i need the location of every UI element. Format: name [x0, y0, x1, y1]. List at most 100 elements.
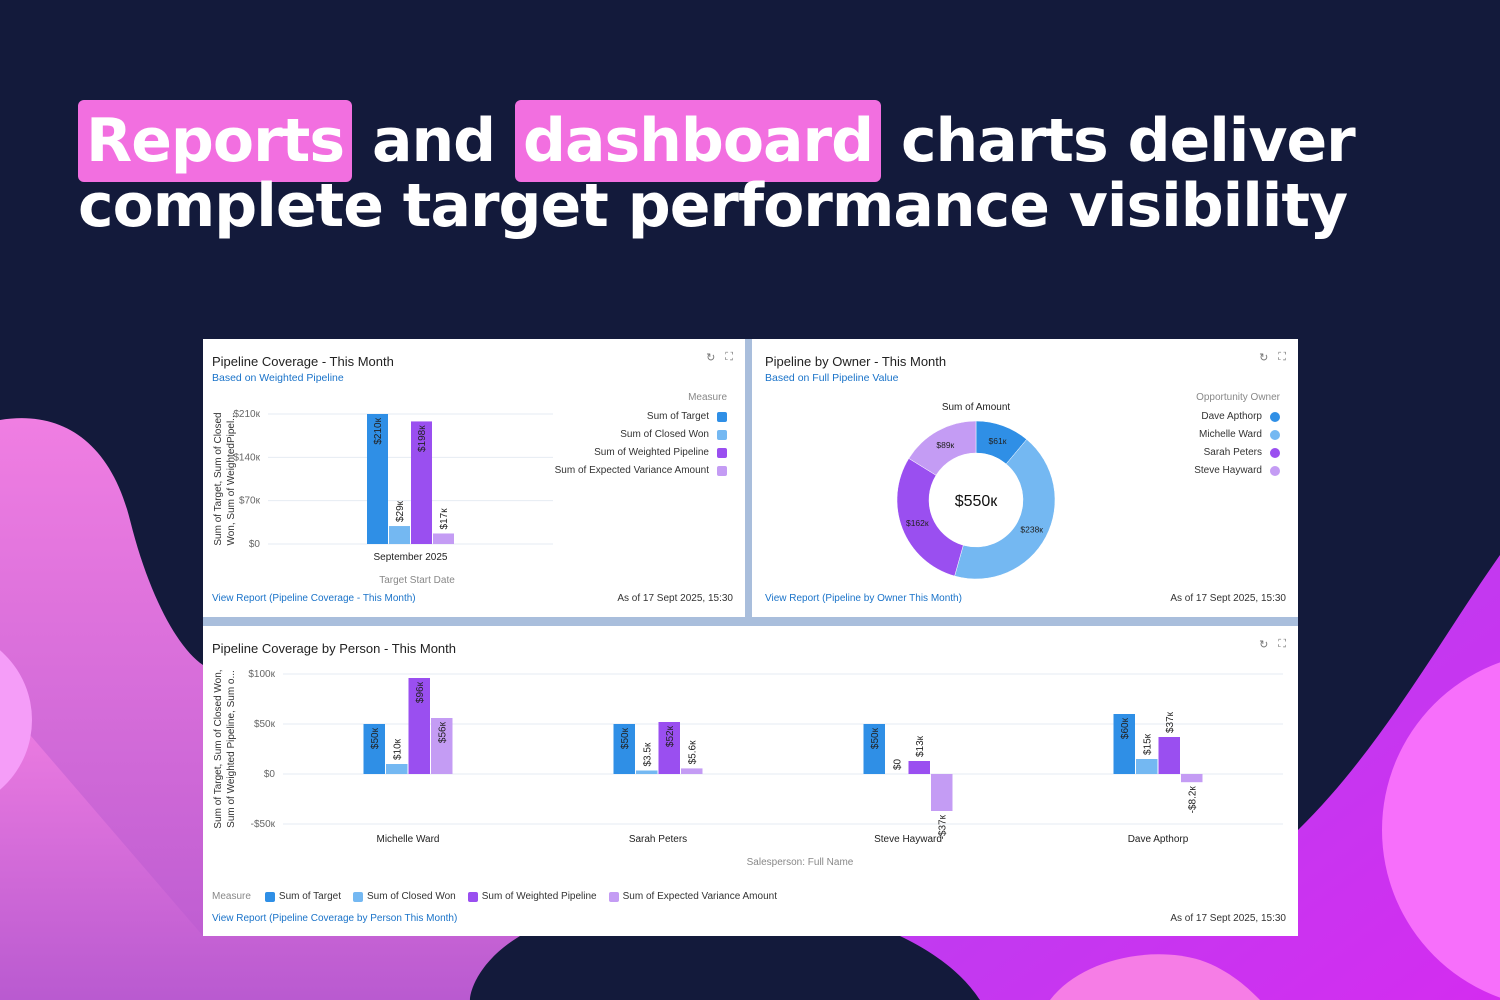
- bar: [408, 678, 430, 774]
- card-title: Pipeline by Owner - This Month: [765, 354, 947, 369]
- data-label: $50к: [620, 727, 631, 749]
- data-label: $210к: [373, 417, 384, 444]
- legend-item-weighted-pipeline[interactable]: Sum of Weighted Pipeline: [594, 447, 727, 458]
- legend-title: Opportunity Owner: [1196, 392, 1280, 403]
- left-circle: [0, 650, 32, 790]
- data-label: -$37к: [937, 814, 948, 839]
- card-title: Pipeline Coverage by Person - This Month: [212, 641, 456, 656]
- timestamp: As of 17 Sept 2025, 15:30: [1170, 593, 1286, 604]
- x-tick-label: Dave Apthorp: [1128, 834, 1189, 845]
- y-tick-label: $0: [249, 539, 261, 550]
- slice-label: $61к: [989, 436, 1007, 446]
- donut-center-total: $550к: [955, 493, 999, 510]
- view-report-link[interactable]: View Report (Pipeline Coverage by Person…: [212, 913, 458, 924]
- pipeline-coverage-card: Pipeline Coverage - This Month Based on …: [203, 339, 745, 617]
- bar: [367, 414, 388, 544]
- data-label: $13к: [915, 735, 926, 757]
- data-label: $52к: [665, 725, 676, 747]
- legend-item-target[interactable]: Sum of Target: [647, 411, 727, 422]
- y-tick-label: $70к: [239, 496, 261, 507]
- refresh-icon[interactable]: ↻: [706, 352, 716, 364]
- x-tick-label: Sarah Peters: [629, 834, 687, 845]
- expand-icon[interactable]: ⛶: [1278, 638, 1286, 650]
- bar: [863, 724, 885, 774]
- x-tick-label: Steve Hayward: [874, 834, 942, 845]
- bar: [363, 724, 385, 774]
- data-label: -$8.2к: [1187, 786, 1198, 814]
- data-label: $60к: [1120, 717, 1131, 739]
- bar: [386, 764, 408, 774]
- legend-item-closed-won[interactable]: Sum of Closed Won: [352, 891, 456, 902]
- slice-label: $89к: [936, 440, 954, 450]
- measure-legend: Measure Sum of Target Sum of Closed Won …: [212, 891, 781, 902]
- card-subtitle: Based on Full Pipeline Value: [765, 372, 899, 384]
- legend-item-expected-variance[interactable]: Sum of Expected Variance Amount: [608, 891, 777, 902]
- legend-item-sarah-peters[interactable]: Sarah Peters: [1204, 447, 1280, 458]
- y-axis-title-line2: Sum of Weighted Pipeline, Sum o...: [226, 670, 237, 828]
- y-axis-title-line1: Sum of Target, Sum of Closed: [213, 412, 224, 545]
- data-label: $50к: [370, 727, 381, 749]
- y-tick-label: $100к: [248, 669, 275, 680]
- view-report-link[interactable]: View Report (Pipeline by Owner This Mont…: [765, 593, 962, 604]
- view-report-link[interactable]: View Report (Pipeline Coverage - This Mo…: [212, 593, 416, 604]
- headline-line-2: complete target performance visibility: [78, 171, 1348, 241]
- data-label: $37к: [1165, 711, 1176, 733]
- refresh-icon[interactable]: ↻: [1259, 639, 1269, 651]
- slice-label: $238к: [1020, 524, 1043, 534]
- refresh-icon[interactable]: ↻: [1259, 352, 1269, 364]
- bar: [433, 533, 454, 544]
- headline-highlight-dashboard: dashboard: [515, 100, 882, 182]
- y-tick-label: $0: [264, 769, 276, 780]
- data-label: $198к: [417, 425, 428, 452]
- legend-item-target[interactable]: Sum of Target: [264, 891, 341, 902]
- data-label: $3.5к: [642, 742, 653, 766]
- legend-item-closed-won[interactable]: Sum of Closed Won: [620, 429, 727, 440]
- bottom-blob: [1050, 954, 1260, 1000]
- legend-title: Measure: [688, 392, 727, 403]
- pipeline-coverage-by-person-card: Pipeline Coverage by Person - This Month…: [203, 626, 1298, 936]
- data-label: $56к: [437, 721, 448, 743]
- x-tick-label: September 2025: [374, 552, 448, 563]
- legend-title: Measure: [212, 891, 251, 902]
- legend-item-expected-variance[interactable]: Sum of Expected Variance Amount: [555, 465, 727, 476]
- bar: [613, 724, 635, 774]
- x-tick-label: Michelle Ward: [377, 834, 440, 845]
- timestamp: As of 17 Sept 2025, 15:30: [1170, 913, 1286, 924]
- headline-text-and: and: [352, 106, 515, 176]
- slice-label: $162к: [906, 518, 929, 528]
- card-subtitle: Based on Weighted Pipeline: [212, 372, 344, 384]
- data-label: $96к: [415, 681, 426, 703]
- legend-item-steve-hayward[interactable]: Steve Hayward: [1194, 465, 1280, 476]
- legend-item-weighted-pipeline[interactable]: Sum of Weighted Pipeline: [467, 891, 597, 902]
- bar: [658, 722, 680, 774]
- x-axis-title: Target Start Date: [379, 575, 455, 586]
- headline: Reports and dashboard charts deliver com…: [78, 100, 1458, 238]
- donut-slice: [908, 420, 977, 476]
- bar: [1181, 774, 1203, 783]
- bar: [1136, 759, 1158, 774]
- expand-icon[interactable]: ⛶: [725, 351, 733, 363]
- y-axis-title-line2: Won, Sum of WeightedPipel...: [226, 412, 237, 545]
- pipeline-by-owner-card: Pipeline by Owner - This Month Based on …: [752, 339, 1298, 617]
- headline-highlight-reports: Reports: [78, 100, 353, 182]
- data-label: $15к: [1142, 733, 1153, 755]
- x-axis-title: Salesperson: Full Name: [747, 857, 854, 868]
- bar: [931, 774, 953, 811]
- y-tick-label: $50к: [254, 719, 276, 730]
- headline-line-1: Reports and dashboard charts deliver: [78, 100, 1458, 182]
- person-bar-chart: -$50к $0 $50к $100к Sum of Target, Sum of Cl…: [213, 669, 1283, 868]
- bar: [1113, 714, 1135, 774]
- left-blob: [0, 418, 203, 1000]
- bar: [1158, 737, 1180, 774]
- data-label: $10к: [392, 738, 403, 760]
- donut-title: Sum of Amount: [942, 402, 1011, 413]
- expand-icon[interactable]: ⛶: [1278, 351, 1286, 363]
- data-label: $5.6к: [687, 740, 698, 764]
- timestamp: As of 17 Sept 2025, 15:30: [617, 593, 733, 604]
- legend-item-dave-apthorp[interactable]: Dave Apthorp: [1201, 411, 1280, 422]
- y-tick-label: $210к: [233, 409, 260, 420]
- legend-item-michelle-ward[interactable]: Michelle Ward: [1199, 429, 1280, 440]
- coverage-bar-chart: $0 $70к $140к $210к Sum of Target, Sum of Cl…: [213, 409, 553, 586]
- bar: [431, 718, 453, 774]
- y-tick-label: $140к: [233, 452, 260, 463]
